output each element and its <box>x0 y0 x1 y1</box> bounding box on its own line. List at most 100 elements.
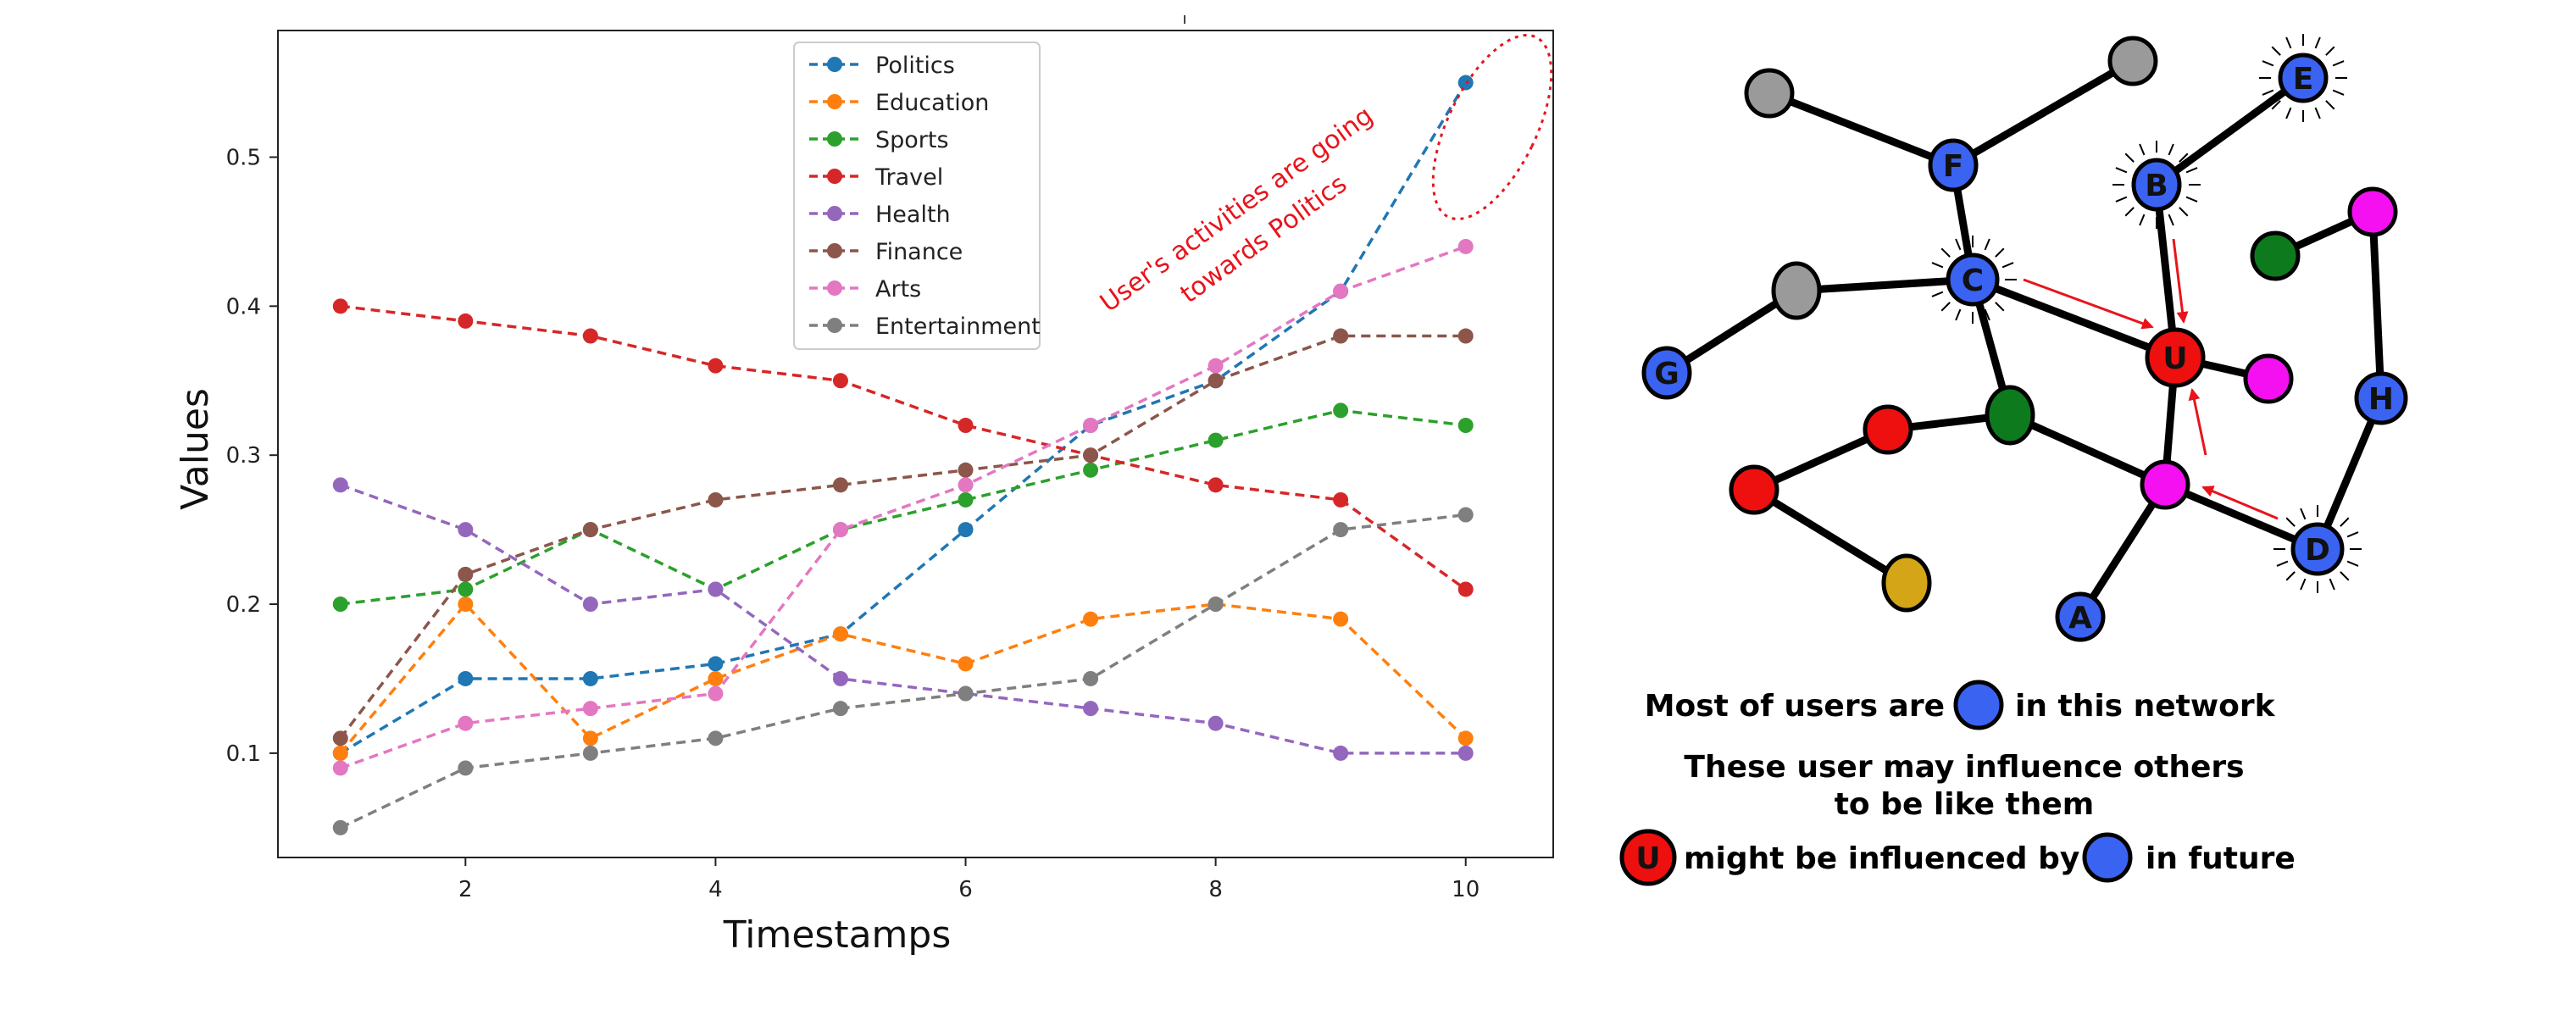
x-tick-label: 2 <box>458 877 473 902</box>
series-layer <box>332 75 1474 835</box>
data-point-education <box>1083 611 1099 627</box>
series-education <box>332 597 1474 761</box>
data-point-arts <box>958 477 974 493</box>
halo-spike <box>1940 247 1951 258</box>
halo-spike <box>1984 238 1990 251</box>
data-point-politics <box>458 670 474 686</box>
node-labels: E B F C U G H D A <box>1654 62 2394 635</box>
halo-spike <box>2124 153 2135 163</box>
data-point-entertainment <box>582 745 598 761</box>
data-point-entertainment <box>1457 507 1474 523</box>
halo-spike <box>2314 36 2321 49</box>
y-tick-label: 0.4 <box>226 294 261 319</box>
legend-blue-node <box>1953 680 2004 730</box>
legend-label-sports: Sports <box>875 127 949 153</box>
halo-spike <box>2346 560 2359 567</box>
edge <box>1949 57 2137 169</box>
data-point-travel <box>582 328 598 344</box>
halo-spike <box>2346 531 2359 538</box>
halo-spike <box>2314 107 2321 119</box>
halo-spike <box>2340 517 2350 527</box>
y-tick-label: 0.1 <box>226 741 261 767</box>
data-point-politics <box>958 522 974 538</box>
series-line-health <box>340 483 1466 755</box>
halo-spike <box>2115 196 2128 203</box>
data-point-politics <box>708 656 724 672</box>
caption-line-1-after: in this network <box>2015 689 2276 724</box>
legend-box <box>793 42 1041 350</box>
data-point-finance <box>832 477 848 493</box>
data-point-arts <box>1083 418 1099 434</box>
data-point-education <box>582 730 598 746</box>
series-line-finance <box>339 334 1466 740</box>
edge <box>2368 208 2385 402</box>
halo-spike <box>2329 578 2335 591</box>
node-red <box>1729 464 1779 515</box>
node-magenta <box>2347 186 2398 237</box>
legend: Politics Education Sports Travel Health Finan… <box>793 42 1041 350</box>
data-point-health <box>582 597 598 613</box>
node-label-g: G <box>1654 357 1679 391</box>
halo-spike <box>1940 302 1951 312</box>
series-line-travel <box>340 304 1467 591</box>
series-entertainment <box>332 507 1474 835</box>
halo-spike <box>2271 100 2281 110</box>
data-point-education <box>708 670 724 686</box>
legend-marker-travel <box>827 169 842 184</box>
data-point-arts <box>582 701 598 717</box>
node-magenta <box>2243 353 2294 404</box>
halo-spike <box>2276 560 2289 567</box>
arrow-b-to-u <box>2172 238 2189 324</box>
legend-label-politics: Politics <box>875 53 955 79</box>
line-chart: 2 4 6 8 100.10.20.30.40.5 User's activities … <box>174 15 1554 957</box>
halo-spike <box>2285 36 2292 49</box>
halo-spike <box>2168 143 2174 156</box>
node-c <box>1946 252 2000 307</box>
data-point-arts <box>1208 358 1224 374</box>
data-point-education <box>458 597 474 613</box>
x-tick-label: 10 <box>1452 877 1480 902</box>
data-point-entertainment <box>708 730 724 746</box>
halo-spike <box>2276 531 2289 538</box>
legend-marker-arts <box>827 280 842 296</box>
halo-spike <box>1955 308 1962 321</box>
data-point-health <box>458 522 474 538</box>
data-point-finance <box>958 462 974 478</box>
caption-line-1-before: Most of users are <box>1645 689 1945 724</box>
edge <box>1750 486 1911 587</box>
data-point-finance <box>1083 447 1099 463</box>
axis-ticks: 2 4 6 8 10 0.1 0.2 0.3 0.4 0.5 <box>226 145 1480 902</box>
legend-marker-health <box>827 206 842 221</box>
data-point-entertainment <box>1083 670 1099 686</box>
halo-spike <box>1995 302 2005 312</box>
halo-spike <box>2285 107 2292 119</box>
data-point-travel <box>332 298 348 314</box>
edge <box>2076 480 2169 621</box>
halo-spike <box>2285 571 2296 581</box>
node-gray <box>2107 36 2158 86</box>
node-red <box>1863 404 1913 455</box>
data-point-health <box>1083 701 1099 717</box>
data-point-arts <box>708 685 724 702</box>
legend-label-education: Education <box>875 90 989 116</box>
edge <box>1765 89 1957 169</box>
data-point-travel <box>708 358 724 374</box>
node-green <box>2250 230 2301 281</box>
data-point-entertainment <box>1333 522 1349 538</box>
halo-spike <box>2340 571 2350 581</box>
halo-spike <box>1931 262 1944 269</box>
data-point-entertainment <box>458 760 474 776</box>
data-point-sports <box>332 597 348 613</box>
halo-spike <box>1931 291 1944 297</box>
data-point-finance <box>458 566 474 582</box>
node-label-b: B <box>2145 169 2168 203</box>
data-point-sports <box>1083 462 1099 478</box>
data-point-sports <box>1208 432 1224 448</box>
y-tick-label: 0.2 <box>226 592 261 618</box>
data-point-finance <box>332 730 348 746</box>
halo-spike <box>2179 207 2189 217</box>
edge <box>2006 411 2169 489</box>
data-point-travel <box>1333 491 1349 508</box>
halo-spike <box>2285 517 2296 527</box>
node-label-d: D <box>2305 533 2330 568</box>
